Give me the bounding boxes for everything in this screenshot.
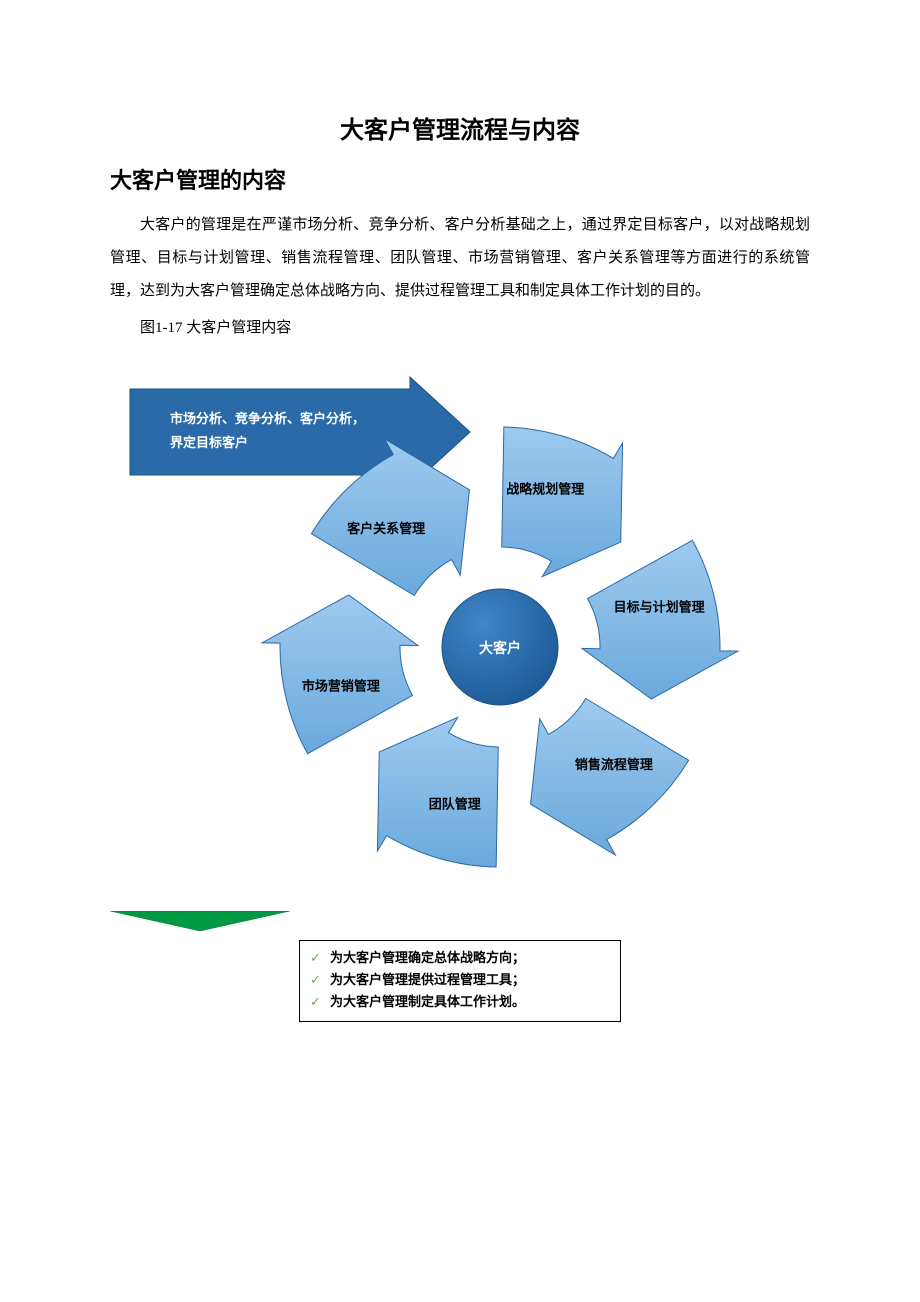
cycle-arrow-segment	[262, 595, 418, 754]
segment-label: 销售流程管理	[575, 757, 653, 772]
segment-label: 目标与计划管理	[614, 599, 705, 614]
cycle-arrow-segment	[531, 699, 689, 856]
outcome-text: 为大客户管理制定具体工作计划。	[330, 991, 525, 1013]
cycle-arrow-segment	[377, 717, 498, 867]
check-icon: ✓	[310, 947, 330, 969]
outcome-text: 为大客户管理提供过程管理工具；	[330, 969, 525, 991]
section-heading: 大客户管理的内容	[110, 163, 810, 195]
center-label: 大客户	[479, 640, 521, 657]
outcome-item: ✓ 为大客户管理提供过程管理工具；	[310, 969, 610, 991]
figure-caption: 图1-17 大客户管理内容	[110, 312, 810, 345]
segment-label: 客户关系管理	[347, 521, 425, 536]
intro-paragraph: 大客户的管理是在严谨市场分析、竞争分析、客户分析基础之上，通过界定目标客户，以对…	[110, 209, 810, 308]
outcome-item: ✓ 为大客户管理确定总体战略方向；	[310, 947, 610, 969]
diagram-svg: 市场分析、竞争分析、客户分析， 界定目标客户 大客户 战略规划管理目标与计划管理…	[110, 357, 810, 897]
outcome-item: ✓ 为大客户管理制定具体工作计划。	[310, 991, 610, 1013]
cycle-arrow-segment	[582, 540, 738, 699]
segment-label: 市场营销管理	[302, 679, 380, 694]
input-line-1: 市场分析、竞争分析、客户分析，	[170, 411, 365, 426]
outcome-arrow-icon	[110, 911, 290, 931]
segment-label: 战略规划管理	[506, 481, 584, 496]
circular-flow-diagram: 市场分析、竞争分析、客户分析， 界定目标客户 大客户 战略规划管理目标与计划管理…	[110, 357, 810, 897]
check-icon: ✓	[310, 969, 330, 991]
input-line-2: 界定目标客户	[170, 435, 248, 450]
document-page: 大客户管理流程与内容 大客户管理的内容 大客户的管理是在严谨市场分析、竞争分析、…	[0, 0, 920, 1102]
check-icon: ✓	[310, 991, 330, 1013]
page-title: 大客户管理流程与内容	[110, 110, 810, 145]
cycle-arrow-segment	[502, 427, 623, 577]
outcome-box: ✓ 为大客户管理确定总体战略方向； ✓ 为大客户管理提供过程管理工具； ✓ 为大…	[299, 940, 621, 1022]
outcome-text: 为大客户管理确定总体战略方向；	[330, 947, 525, 969]
segment-label: 团队管理	[429, 797, 481, 812]
